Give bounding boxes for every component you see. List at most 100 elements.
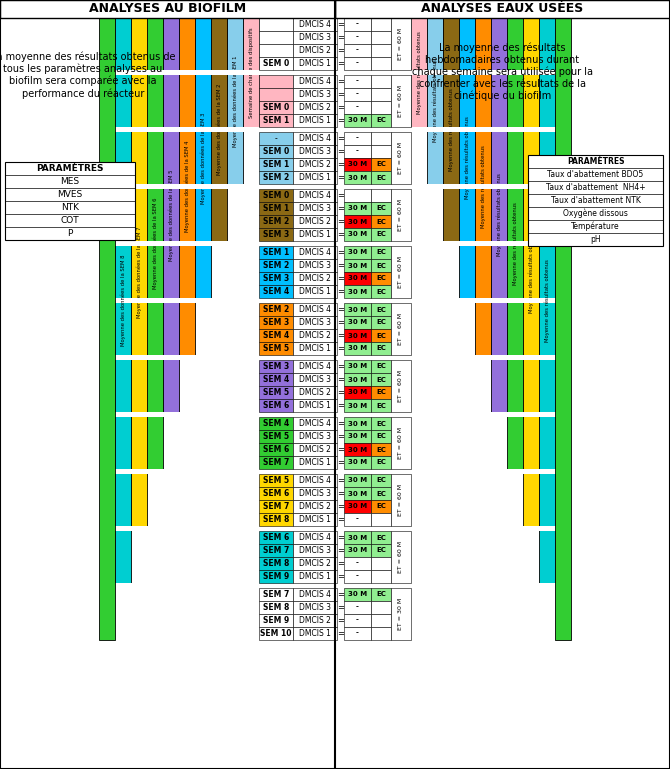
Text: SEM 8: SEM 8 [263, 515, 289, 524]
Bar [259, 101, 293, 114]
Bar [344, 114, 371, 127]
Bar [371, 189, 391, 202]
Text: 30 M: 30 M [348, 307, 367, 312]
Bar [371, 614, 391, 627]
Bar [293, 456, 337, 469]
Text: -: - [356, 135, 359, 141]
Text: Moyenne des résultats obtenus: Moyenne des résultats obtenus [416, 31, 421, 114]
Bar [459, 18, 475, 298]
Bar [371, 500, 391, 513]
Text: 30 M: 30 M [348, 332, 367, 338]
Bar [259, 474, 293, 487]
Bar [371, 132, 391, 145]
Bar [293, 531, 337, 544]
Bar [293, 285, 337, 298]
Bar [371, 557, 391, 570]
Text: DMCIS 4: DMCIS 4 [299, 533, 331, 542]
Text: -: - [356, 78, 359, 85]
Text: EC: EC [376, 591, 386, 598]
Text: 30 M: 30 M [348, 548, 367, 554]
Text: EC: EC [376, 288, 386, 295]
Bar [259, 246, 293, 259]
Text: -: - [356, 574, 359, 580]
Text: SEM 9: SEM 9 [263, 616, 289, 625]
Text: SEM 2: SEM 2 [263, 217, 289, 226]
Text: ET = 60 M: ET = 60 M [399, 484, 403, 516]
Bar [259, 373, 293, 386]
Text: =: = [337, 261, 344, 270]
Text: =: = [337, 46, 344, 55]
Text: SEM 2: SEM 2 [263, 173, 289, 182]
Text: =: = [337, 515, 344, 524]
Bar [293, 246, 337, 259]
Text: EC: EC [376, 491, 386, 497]
Text: SEM 1: SEM 1 [263, 204, 289, 213]
Bar [259, 456, 293, 469]
Text: DMCIS 1: DMCIS 1 [299, 230, 331, 239]
Bar [443, 18, 459, 241]
Text: ET = 60 M: ET = 60 M [399, 541, 403, 573]
Bar [259, 88, 293, 101]
Text: Moyenne des données de la SEM 4: Moyenne des données de la SEM 4 [184, 141, 190, 232]
Text: SEM 0: SEM 0 [263, 147, 289, 156]
Text: SEM 4: SEM 4 [263, 419, 289, 428]
Bar [293, 202, 337, 215]
Text: SEM 6: SEM 6 [263, 445, 289, 454]
Text: =: = [337, 590, 344, 599]
Bar [371, 601, 391, 614]
Bar [259, 417, 293, 430]
Bar [163, 18, 179, 412]
Bar [371, 31, 391, 44]
Text: =: = [337, 77, 344, 86]
Bar [371, 88, 391, 101]
Text: DMCIS 3: DMCIS 3 [299, 489, 331, 498]
Text: =: = [337, 248, 344, 257]
Text: =: = [337, 90, 344, 99]
Bar [293, 228, 337, 241]
Bar [259, 430, 293, 443]
Text: PARAMÈTRES: PARAMÈTRES [567, 157, 624, 166]
Text: SEM 7: SEM 7 [263, 590, 289, 599]
Text: SEM 2: SEM 2 [263, 305, 289, 314]
Text: 30 M: 30 M [348, 161, 367, 168]
Text: -: - [275, 134, 277, 143]
Text: DMCIS 1: DMCIS 1 [299, 458, 331, 467]
Text: ANALYSES AU BIOFILM: ANALYSES AU BIOFILM [89, 2, 246, 15]
Text: =: = [337, 331, 344, 340]
Text: 30 M: 30 M [348, 262, 367, 268]
Bar [83, 241, 587, 246]
Text: SEM 0: SEM 0 [263, 191, 289, 200]
Text: ET = 60 M: ET = 60 M [399, 85, 403, 117]
Bar [344, 386, 371, 399]
Text: =: = [337, 173, 344, 182]
Bar [293, 557, 337, 570]
Text: SEM 4: SEM 4 [263, 331, 289, 340]
Bar [344, 158, 371, 171]
Text: Moyenne des résultats obtenus: Moyenne des résultats obtenus [528, 231, 534, 314]
Bar [243, 18, 259, 127]
Bar [293, 303, 337, 316]
Text: =: = [337, 629, 344, 638]
Text: 30 M: 30 M [348, 345, 367, 351]
Bar [344, 627, 371, 640]
Text: EC: EC [376, 534, 386, 541]
Text: SEM 3: SEM 3 [263, 230, 289, 239]
Bar [259, 544, 293, 557]
Bar [371, 329, 391, 342]
Text: DMCIS 4: DMCIS 4 [299, 476, 331, 485]
Bar [259, 399, 293, 412]
Bar [83, 355, 587, 360]
Bar [227, 18, 243, 184]
Bar [293, 588, 337, 601]
Text: Moyenne des résultats obtenus: Moyenne des résultats obtenus [496, 174, 502, 256]
Bar [115, 18, 131, 583]
Bar [344, 215, 371, 228]
Text: =: = [337, 59, 344, 68]
Text: EC: EC [376, 205, 386, 211]
Text: DMCIS 4: DMCIS 4 [299, 77, 331, 86]
Bar [293, 158, 337, 171]
Text: 30 M: 30 M [348, 205, 367, 211]
Bar [371, 417, 391, 430]
Text: DMCIS 3: DMCIS 3 [299, 432, 331, 441]
Text: =: = [337, 489, 344, 498]
